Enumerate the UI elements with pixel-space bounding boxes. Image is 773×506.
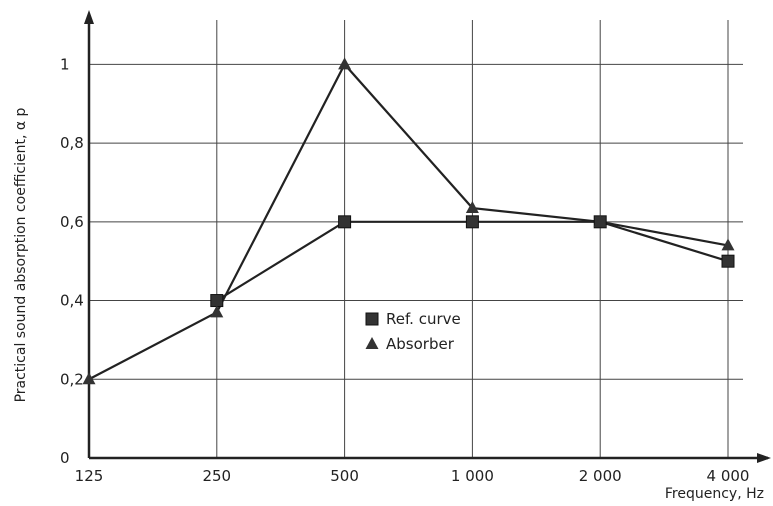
x-tick-label: 250 (202, 467, 231, 485)
legend-square-marker (365, 312, 379, 326)
y-tick-label: 1 (60, 55, 70, 73)
y-tick-label: 0 (60, 449, 70, 467)
legend: Ref. curve Absorber (365, 310, 461, 353)
ref-curve-marker (465, 215, 479, 229)
y-tick-label: 0,8 (60, 134, 84, 152)
y-tick-label: 0,2 (60, 370, 84, 388)
y-tick-label: 0,4 (60, 292, 84, 310)
ref-curve-marker (721, 254, 735, 268)
y-tick-label: 0,6 (60, 213, 84, 231)
legend-triangle-marker (365, 337, 379, 349)
legend-label: Absorber (386, 335, 455, 353)
y-tick-labels: 0 0,2 0,4 0,6 0,8 1 (60, 55, 84, 467)
axes (84, 10, 771, 463)
ref-curve-marker (210, 294, 224, 308)
x-tick-label: 500 (330, 467, 359, 485)
x-axis-arrow (757, 453, 771, 463)
y-axis-arrow (84, 10, 94, 24)
x-tick-label: 1 000 (451, 467, 494, 485)
ref-curve-marker (338, 215, 352, 229)
y-axis-label: Practical sound absorption coefficient, … (13, 107, 29, 402)
legend-label: Ref. curve (386, 310, 461, 328)
series-markers (82, 57, 735, 385)
x-tick-labels: 125 250 500 1 000 2 000 4 000 (75, 467, 750, 485)
absorber-marker (721, 238, 735, 251)
absorber-marker (593, 214, 607, 227)
absorber-marker (465, 201, 479, 214)
x-axis-label: Frequency, Hz (665, 486, 764, 502)
x-tick-label: 4 000 (707, 467, 750, 485)
absorber-marker (210, 305, 224, 318)
absorber-marker (82, 372, 96, 385)
series-line-2 (88, 62, 729, 381)
absorber-marker (338, 57, 352, 70)
x-tick-label: 2 000 (579, 467, 622, 485)
grid-lines (89, 20, 743, 458)
x-tick-label: 125 (75, 467, 104, 485)
